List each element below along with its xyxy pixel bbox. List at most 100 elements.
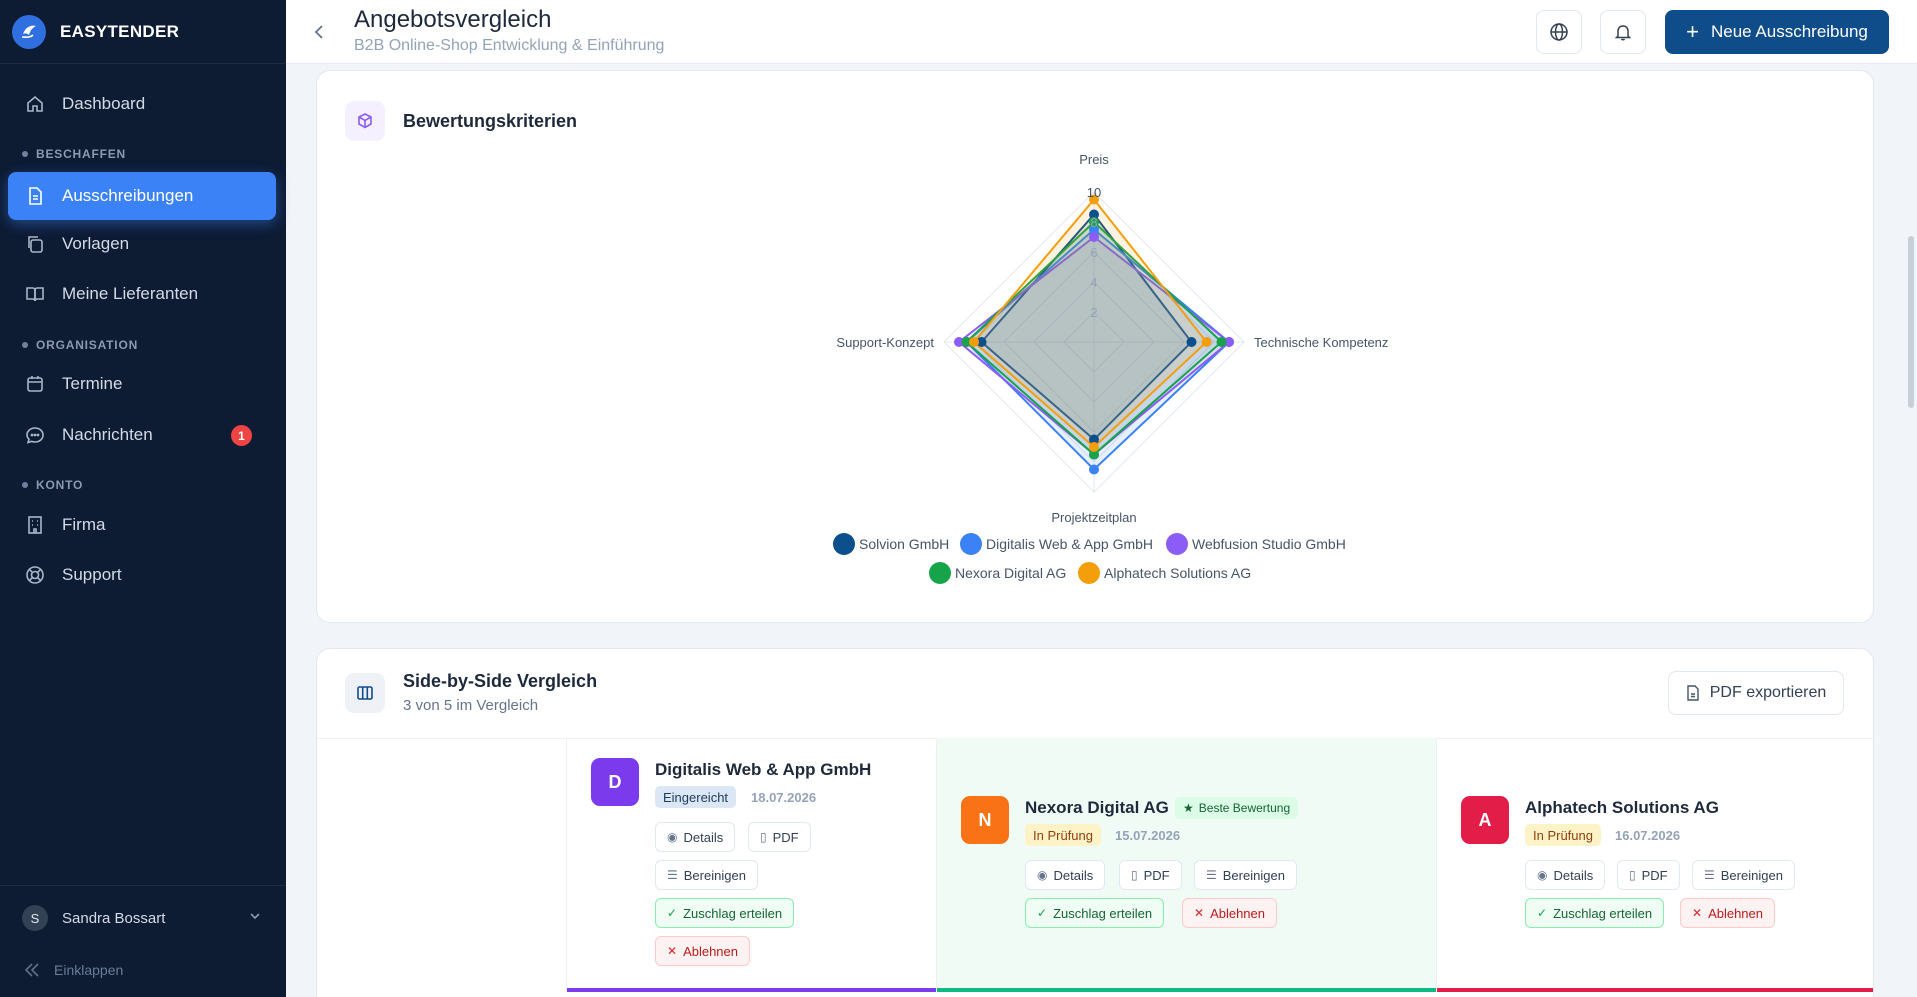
building-icon	[24, 514, 46, 536]
details-button[interactable]: ◉ Details	[655, 822, 736, 852]
clean-button[interactable]: ☰ Bereinigen	[1194, 860, 1297, 890]
vendor-column-nexora: N Nexora Digital AG ★ Beste Bewertung In …	[936, 738, 1436, 992]
status-badge: In Prüfung	[1025, 824, 1101, 846]
legend-item-digitalis[interactable]: Digitalis Web & App GmbH	[960, 533, 1153, 555]
sidebar-item-company[interactable]: Firma	[8, 501, 276, 549]
pdf-button[interactable]: ▯ PDF	[1119, 860, 1182, 890]
new-tender-label: Neue Ausschreibung	[1710, 22, 1868, 41]
copy-icon	[24, 233, 46, 255]
sidebar-item-suppliers[interactable]: Meine Lieferanten	[8, 270, 276, 318]
sidebar-footer: S Sandra Bossart Einklappen	[0, 885, 286, 990]
sidebar-item-label: Termine	[62, 374, 123, 393]
globe-icon	[1550, 23, 1568, 41]
series-1-point-2	[1089, 464, 1099, 475]
plus-icon: +	[1686, 19, 1699, 44]
scrollbar-thumb[interactable]	[1908, 236, 1914, 408]
sidebar-item-tenders[interactable]: Ausschreibungen	[8, 172, 276, 220]
sidebar-item-messages[interactable]: Nachrichten 1	[8, 411, 276, 459]
best-rating-badge: ★ Beste Bewertung	[1175, 797, 1299, 819]
legend-item-nexora[interactable]: Nexora Digital AG	[929, 562, 1066, 584]
bell-icon	[1614, 25, 1632, 41]
eye-icon: ◉	[667, 830, 678, 844]
vendor-name: Alphatech Solutions AG	[1525, 798, 1719, 817]
series-3-point-3	[961, 337, 972, 347]
series-0-point-2	[1089, 434, 1099, 445]
series-0-point-1	[1186, 337, 1197, 347]
eye-icon: ◉	[1537, 868, 1548, 882]
collapse-button[interactable]: Einklappen	[0, 950, 286, 990]
user-name: Sandra Bossart	[62, 909, 166, 927]
sidebar-item-templates[interactable]: Vorlagen	[8, 220, 276, 268]
double-chevron-left-icon	[22, 960, 42, 980]
check-icon: ✓	[667, 906, 678, 920]
legend-item-solvion[interactable]: Solvion GmbH	[833, 533, 949, 555]
close-icon: ✕	[667, 944, 678, 958]
comparison-title: Side-by-Side Vergleich	[403, 671, 598, 691]
tick-label-2: 6	[1090, 245, 1097, 260]
lifebuoy-icon	[24, 564, 46, 586]
sidebar-item-support[interactable]: Support	[8, 551, 276, 599]
vendor-avatar: D	[591, 758, 639, 806]
page-scrollbar[interactable]	[1906, 64, 1916, 997]
clean-button[interactable]: ☰ Bereinigen	[655, 860, 758, 890]
details-button[interactable]: ◉ Details	[1025, 860, 1106, 890]
submission-date: 16.07.2026	[1615, 828, 1681, 843]
header: Angebotsvergleich B2B Online-Shop Entwic…	[286, 0, 1917, 64]
legend-swatch	[1166, 533, 1188, 555]
clean-button[interactable]: ☰ Bereinigen	[1692, 860, 1795, 890]
award-button[interactable]: ✓ Zuschlag erteilen	[1525, 898, 1665, 928]
vendor-avatar: N	[961, 796, 1009, 844]
star-icon: ★	[1183, 801, 1194, 815]
notifications-button[interactable]	[1600, 10, 1646, 54]
document-icon	[24, 185, 46, 207]
back-button[interactable]	[308, 20, 332, 44]
status-badge: Eingereicht	[655, 786, 737, 808]
details-button[interactable]: ◉ Details	[1525, 860, 1606, 890]
file-icon: ▯	[760, 830, 767, 844]
language-button[interactable]	[1536, 10, 1582, 54]
vendor-avatar: A	[1461, 796, 1509, 844]
section-label-organisation: ORGANISATION	[22, 338, 138, 352]
submission-date: 18.07.2026	[751, 790, 817, 805]
page-subtitle: B2B Online-Shop Entwicklung & Einführung	[354, 37, 665, 54]
reject-button[interactable]: ✕ Ablehnen	[655, 936, 751, 966]
file-icon: ▯	[1131, 868, 1138, 882]
brand[interactable]: EASYTENDER	[0, 0, 286, 64]
pdf-button[interactable]: ▯ PDF	[748, 822, 811, 852]
series-2-point-1	[1224, 337, 1234, 347]
chevron-down-icon	[248, 909, 262, 927]
section-label-account: KONTO	[22, 478, 83, 492]
close-icon: ✕	[1692, 906, 1703, 920]
sidebar-item-label: Nachrichten	[62, 425, 153, 444]
sidebar-item-appointments[interactable]: Termine	[8, 360, 276, 408]
axis-label-0: Preis	[1079, 152, 1109, 167]
criteria-card: Bewertungskriterien	[316, 70, 1874, 623]
series-4-point-0	[1089, 194, 1099, 205]
check-icon: ✓	[1037, 906, 1048, 920]
series-4-point-2	[1089, 442, 1099, 452]
brand-name: EASYTENDER	[60, 21, 180, 41]
user-menu[interactable]: S Sandra Bossart	[0, 886, 286, 950]
vendor-name: Nexora Digital AG	[1025, 798, 1169, 817]
export-pdf-button[interactable]: PDF exportieren	[1668, 671, 1844, 715]
filter-icon: ☰	[1704, 868, 1715, 882]
collapse-label: Einklappen	[54, 962, 124, 978]
legend-swatch	[960, 533, 982, 555]
legend-item-webfusion[interactable]: Webfusion Studio GmbH	[1166, 533, 1346, 555]
legend-item-alphatech[interactable]: Alphatech Solutions AG	[1078, 562, 1251, 584]
sidebar-item-dashboard[interactable]: Dashboard	[8, 80, 276, 128]
cube-icon	[345, 101, 385, 141]
close-icon: ✕	[1194, 906, 1205, 920]
award-button[interactable]: ✓ Zuschlag erteilen	[1025, 898, 1165, 928]
reject-button[interactable]: ✕ Ablehnen	[1182, 898, 1278, 928]
check-icon: ✓	[1537, 906, 1548, 920]
series-3-point-2	[1089, 449, 1099, 460]
pdf-button[interactable]: ▯ PDF	[1617, 860, 1680, 890]
home-icon	[24, 93, 46, 115]
series-3-point-1	[1216, 337, 1227, 347]
award-button[interactable]: ✓ Zuschlag erteilen	[655, 898, 795, 928]
vendor-column-alphatech: A Alphatech Solutions AG In Prüfung 16.0…	[1436, 738, 1873, 992]
new-tender-button[interactable]: + Neue Ausschreibung	[1665, 10, 1889, 54]
reject-button[interactable]: ✕ Ablehnen	[1680, 898, 1776, 928]
